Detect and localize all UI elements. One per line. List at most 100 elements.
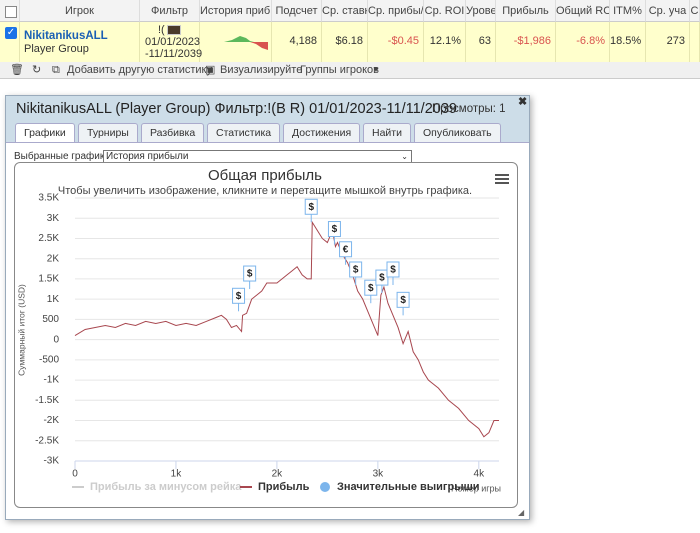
stat-cell: 18.5% bbox=[610, 22, 646, 62]
column-header[interactable]: Ср. ROI bbox=[424, 0, 466, 22]
flag-box bbox=[304, 198, 318, 215]
flag-box bbox=[364, 279, 378, 296]
chart-frame bbox=[14, 162, 518, 508]
y-tick-label: -1K bbox=[43, 375, 59, 386]
add-stat-icon[interactable]: ⧉ bbox=[52, 64, 60, 76]
big-win-flag: € bbox=[339, 241, 353, 265]
flag-label: $ bbox=[390, 265, 396, 276]
column-header[interactable]: Урове bbox=[466, 0, 496, 22]
stat-cell: -$1,986 bbox=[496, 22, 556, 62]
x-tick-label: 2k bbox=[272, 469, 284, 480]
close-button[interactable]: ✖ bbox=[518, 96, 528, 108]
y-tick-label: -500 bbox=[39, 354, 59, 365]
tab[interactable]: Разбивка bbox=[141, 123, 205, 142]
menu-icon[interactable] bbox=[495, 174, 509, 184]
row-checkbox[interactable]: ✓ bbox=[5, 27, 17, 39]
select-label: Выбранные графики: bbox=[14, 151, 113, 162]
y-tick-label: 500 bbox=[42, 314, 59, 325]
visualize-button[interactable]: Визуализируйте bbox=[220, 64, 303, 76]
chart-subtitle: Чтобы увеличить изображение, кликните и … bbox=[58, 185, 472, 197]
legend-label: Значительные выигрыши bbox=[337, 481, 480, 493]
y-tick-label: -2.5K bbox=[35, 435, 59, 446]
stat-cell: -6.8% bbox=[556, 22, 610, 62]
column-header[interactable]: Ср. уча bbox=[646, 0, 690, 22]
column-header[interactable]: Игрок bbox=[20, 0, 140, 22]
flag-label: $ bbox=[400, 295, 406, 306]
profit-line bbox=[74, 220, 499, 438]
stat-cell: 12.1% bbox=[424, 22, 466, 62]
sparkline-loss bbox=[250, 42, 268, 50]
big-win-flag: $ bbox=[327, 221, 341, 245]
flag-box bbox=[349, 261, 363, 278]
legend-symbol bbox=[320, 482, 330, 492]
dialog-title: NikitanikusALL (Player Group) Фильтр:!(B… bbox=[16, 101, 457, 117]
tab-line bbox=[6, 142, 529, 143]
chart-select-value: История прибыли bbox=[106, 151, 189, 162]
y-tick-label: 0 bbox=[53, 334, 59, 345]
flag-box bbox=[243, 265, 257, 282]
big-win-flag: $ bbox=[364, 279, 378, 304]
refresh-icon[interactable]: ↻ bbox=[32, 64, 42, 76]
x-tick-label: 3k bbox=[373, 469, 385, 480]
dialog bbox=[5, 95, 530, 520]
flag-box bbox=[339, 241, 353, 258]
legend-label: Прибыль bbox=[258, 481, 310, 493]
profit-sparkline bbox=[204, 36, 268, 50]
tab[interactable]: Опубликовать bbox=[414, 123, 501, 142]
flag-label: $ bbox=[332, 224, 338, 235]
column-header[interactable]: Прибыль bbox=[496, 0, 556, 22]
column-header[interactable]: ITM% bbox=[610, 0, 646, 22]
column-header[interactable]: Подсчет bbox=[272, 0, 322, 22]
visualize-icon[interactable]: ▣ bbox=[205, 64, 216, 76]
flag-box bbox=[327, 221, 341, 238]
legend-item[interactable]: Значительные выигрыши bbox=[320, 481, 480, 493]
tab[interactable]: Турниры bbox=[78, 123, 138, 142]
filter-icon bbox=[167, 25, 181, 35]
dropdown-arrow: ▼ bbox=[372, 65, 380, 74]
y-tick-label: 1.5K bbox=[38, 274, 59, 285]
flag-label: $ bbox=[368, 283, 374, 294]
x-tick-label: 1k bbox=[171, 469, 183, 480]
column-header[interactable]: С bbox=[690, 0, 700, 22]
y-tick-label: -1.5K bbox=[35, 395, 59, 406]
resize-handle[interactable]: ◢ bbox=[518, 508, 525, 517]
y-tick-label: -3K bbox=[43, 456, 59, 467]
tab[interactable]: Графики bbox=[15, 123, 75, 143]
header-checkbox[interactable] bbox=[5, 6, 17, 18]
flag-box bbox=[396, 291, 410, 308]
tab[interactable]: Найти bbox=[363, 123, 411, 142]
flag-label: $ bbox=[353, 265, 359, 276]
filter-dates: 01/01/2023-11/11/2039 bbox=[145, 36, 203, 60]
stat-cell: 63 bbox=[466, 22, 496, 62]
x-axis-label: Номер игры bbox=[451, 483, 501, 493]
player-groups-button[interactable]: Группы игроков bbox=[300, 64, 379, 76]
column-header[interactable]: Фильтр bbox=[140, 0, 200, 22]
y-tick-label: -2K bbox=[43, 415, 59, 426]
tab[interactable]: Статистика bbox=[207, 123, 281, 142]
y-tick-label: 2.5K bbox=[38, 233, 59, 244]
x-tick-label: 4k bbox=[474, 469, 486, 480]
column-header[interactable]: Ср. ставк bbox=[322, 0, 368, 22]
row-cell bbox=[20, 22, 140, 62]
player-name[interactable]: NikitanikusALL bbox=[24, 30, 108, 42]
big-win-flag: $ bbox=[396, 291, 410, 316]
big-win-flag: $ bbox=[386, 261, 400, 285]
flag-label: $ bbox=[379, 273, 385, 284]
column-header[interactable]: История прибыли bbox=[200, 0, 272, 22]
column-header[interactable]: Ср. прибы/ bbox=[368, 0, 424, 22]
flag-label: € bbox=[343, 244, 349, 255]
stat-cell: -$0.45 bbox=[368, 22, 424, 62]
legend-item[interactable]: Прибыль за минусом рейка bbox=[72, 481, 242, 493]
legend-item[interactable]: Прибыль bbox=[240, 481, 310, 493]
stat-cell: 4,188 bbox=[272, 22, 322, 62]
big-win-flag: $ bbox=[232, 287, 246, 312]
column-header[interactable]: Общий RO bbox=[556, 0, 610, 22]
row-cell bbox=[690, 22, 700, 62]
flag-label: $ bbox=[308, 202, 314, 213]
add-stat-button[interactable]: Добавить другую статистику bbox=[67, 64, 212, 76]
tab[interactable]: Достижения bbox=[283, 123, 361, 142]
sparkline-gain bbox=[204, 36, 254, 42]
delete-icon[interactable]: 🗑 bbox=[10, 64, 24, 76]
big-win-flag: $ bbox=[243, 265, 257, 290]
big-win-flag: $ bbox=[375, 269, 389, 294]
